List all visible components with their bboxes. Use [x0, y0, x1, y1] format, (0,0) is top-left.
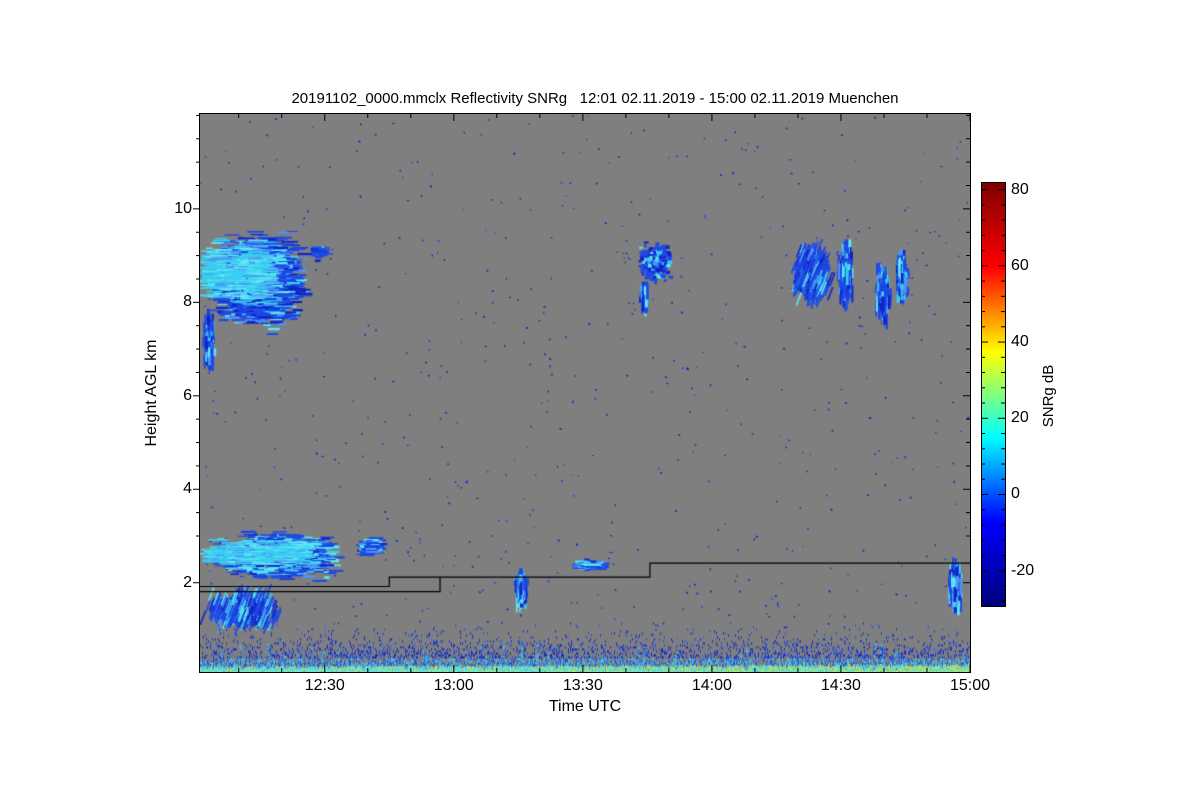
- x-tick-label: 12:30: [304, 677, 345, 694]
- colorbar-tick-label: 20: [1011, 409, 1029, 427]
- y-tick-label: 10: [174, 199, 192, 217]
- colorbar-tick-label: 40: [1011, 333, 1029, 351]
- colorbar: [981, 182, 1006, 607]
- y-tick-label: 8: [183, 293, 192, 311]
- plot-title: 20191102_0000.mmclx Reflectivity SNRg 12…: [291, 90, 899, 107]
- y-tick-label: 2: [183, 573, 192, 591]
- colorbar-label: SNRg dB: [1040, 364, 1057, 428]
- x-tick-label: 15:00: [949, 677, 991, 694]
- colorbar-tick-label: 0: [1011, 485, 1020, 503]
- x-tick-label: 13:00: [433, 677, 474, 694]
- plot-area: [199, 113, 971, 673]
- x-tick-label: 14:00: [691, 677, 732, 694]
- colorbar-tick-label: 60: [1011, 256, 1029, 274]
- y-tick-label: 4: [183, 480, 192, 498]
- x-tick-label: 13:30: [562, 677, 603, 694]
- colorbar-tick-label: 80: [1011, 180, 1029, 198]
- colorbar-tick-label: -20: [1011, 561, 1035, 579]
- y-tick-label: 6: [183, 386, 192, 404]
- x-tick-label: 14:30: [820, 677, 861, 694]
- radar-heatmap-canvas: [200, 114, 970, 672]
- x-axis-label: Time UTC: [548, 698, 622, 715]
